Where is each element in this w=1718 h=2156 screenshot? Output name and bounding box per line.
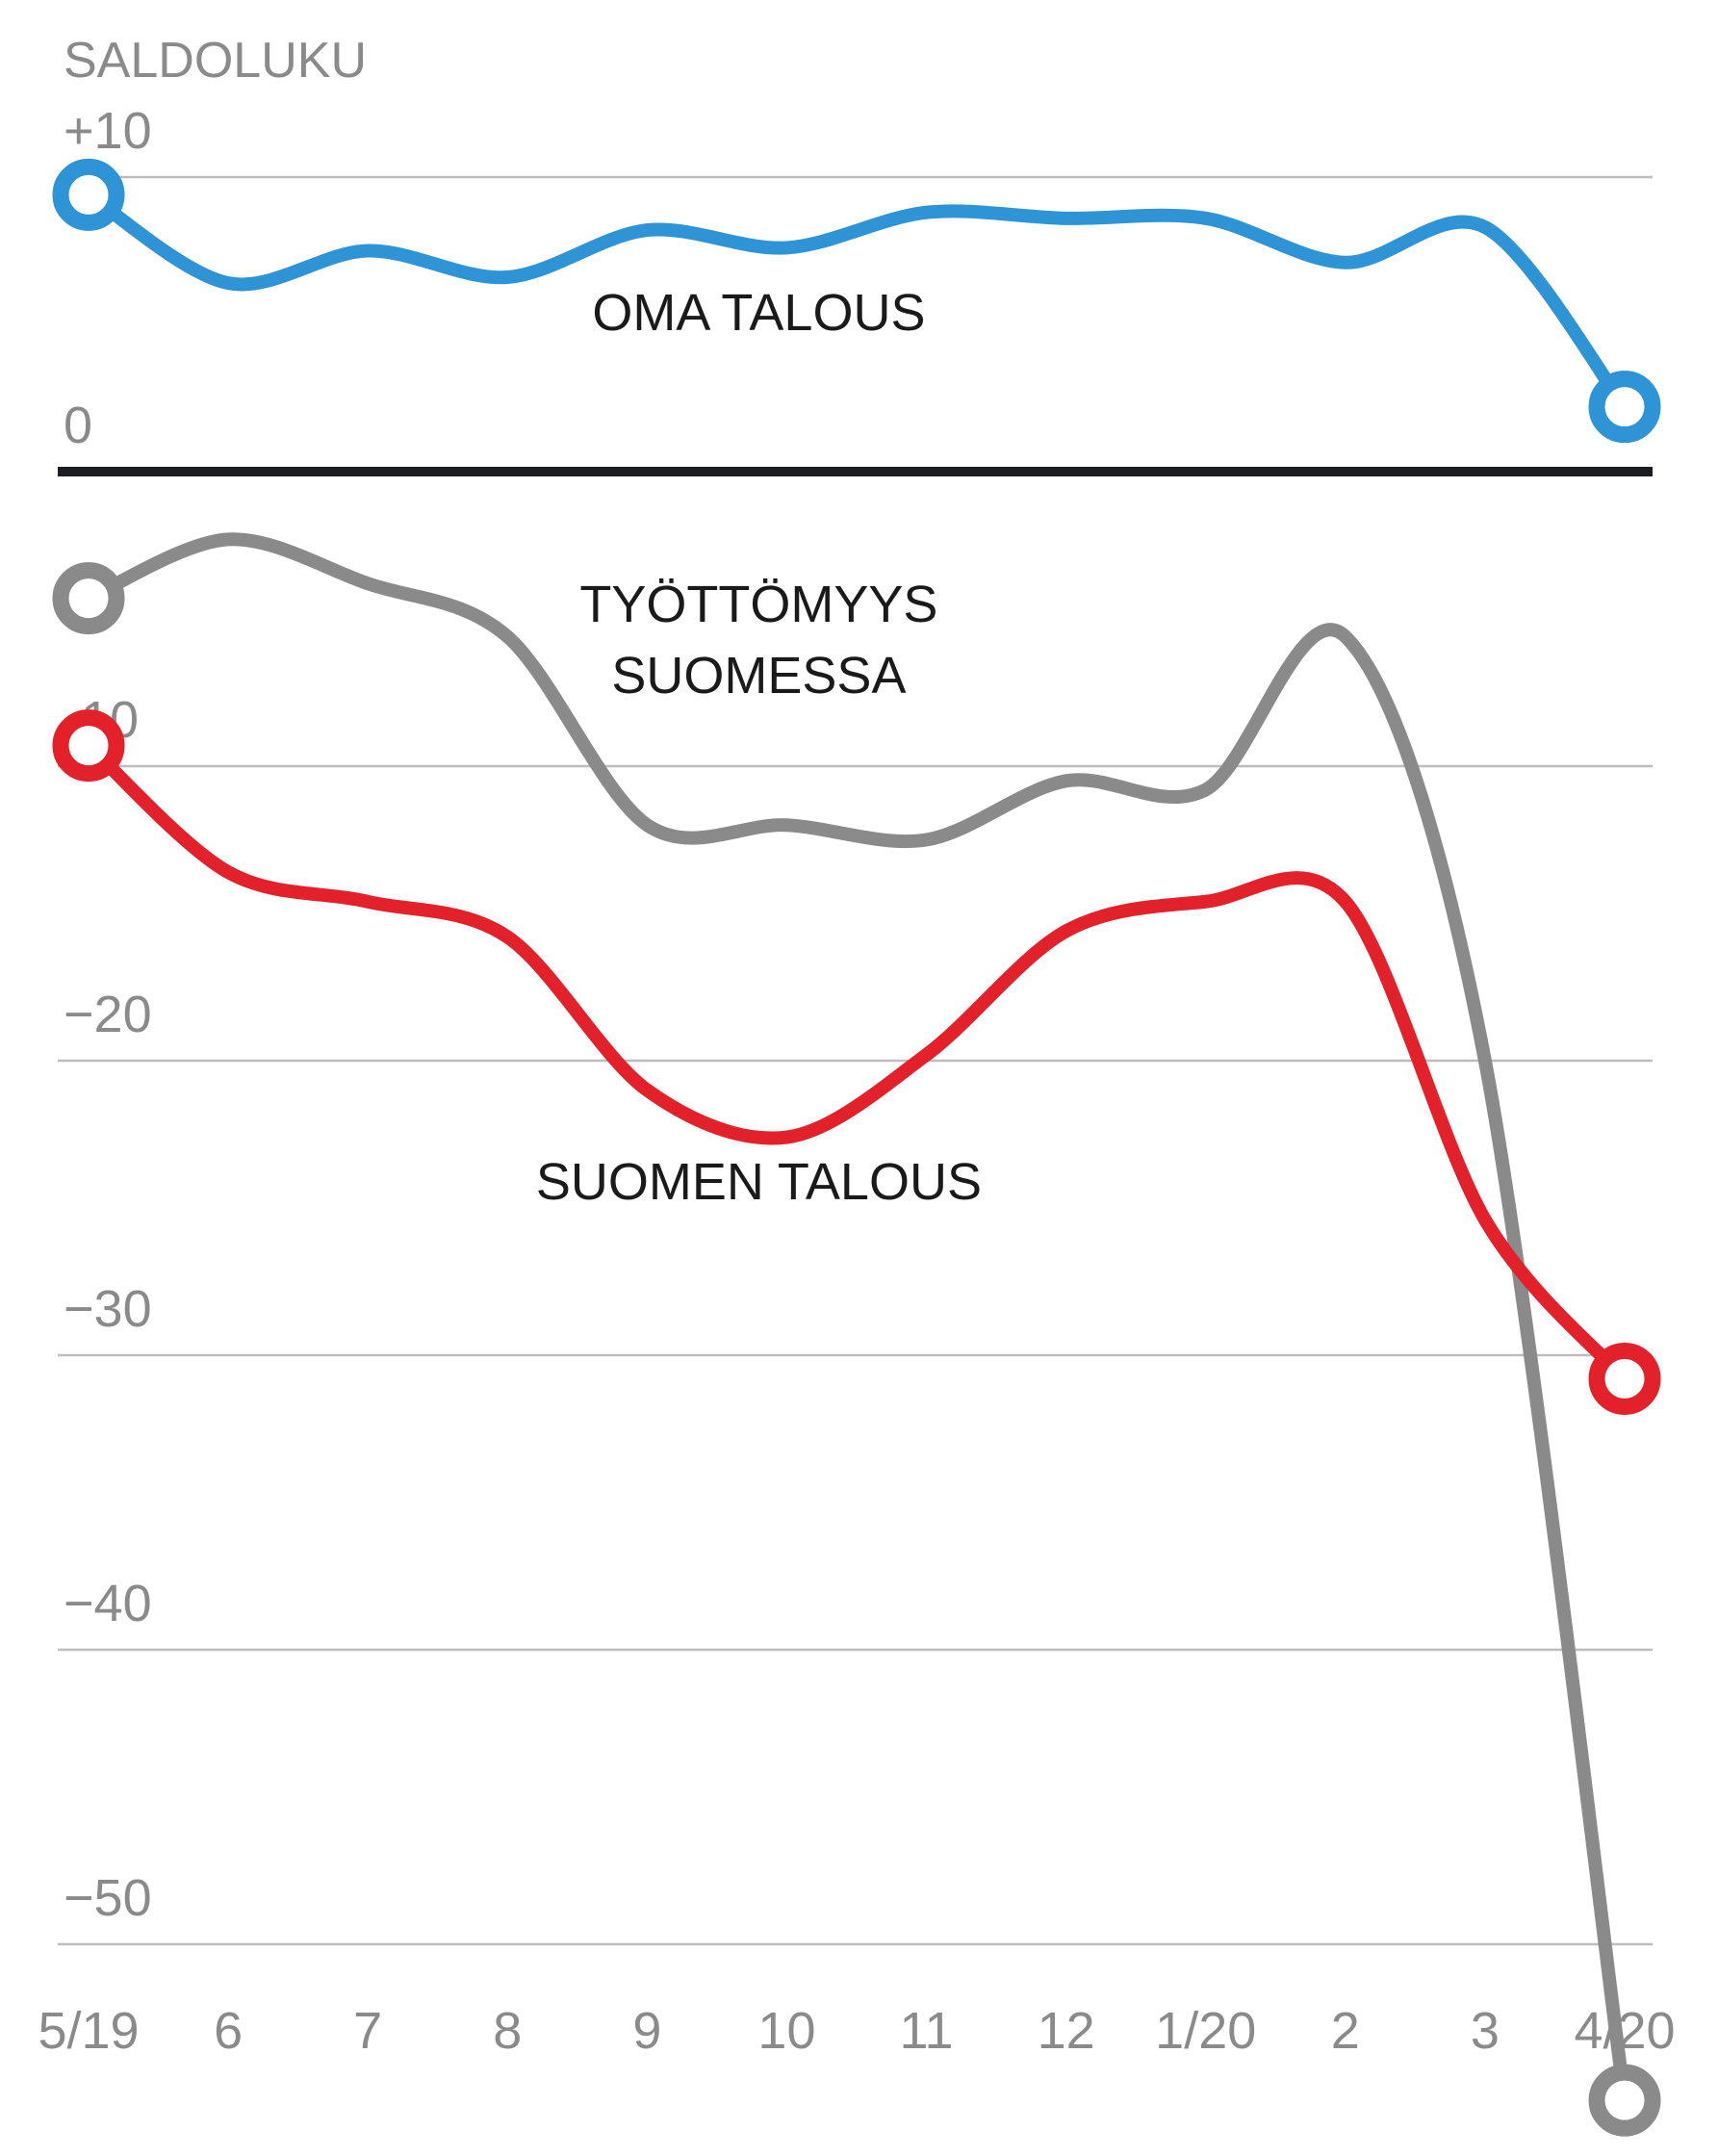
series-labels: OMA TALOUS TYÖTTÖMYYS SUOMESSA SUOMEN TALOU… (536, 284, 982, 1211)
y-axis-title: SALDOLUKU (64, 33, 367, 89)
series-line-tyottomyys-suomessa (82, 532, 1631, 2108)
x-tick-label: 8 (493, 2002, 522, 2060)
x-tick-label: 6 (214, 2002, 243, 2060)
y-tick-label: −30 (64, 1280, 152, 1338)
end-point-marker-suomen-talous (1588, 1342, 1661, 1415)
series-label-suomen-talous: SUOMEN TALOUS (536, 1153, 982, 1211)
x-tick-label: 2 (1331, 2002, 1360, 2060)
gridlines (58, 175, 1653, 1946)
y-tick-label: 0 (64, 397, 92, 454)
x-tick-label: 3 (1471, 2002, 1500, 2060)
series-line-oma-talous (82, 188, 1631, 414)
y-tick-label: −40 (64, 1575, 152, 1632)
y-tick-label: −20 (64, 986, 152, 1043)
start-point-marker-tyottomyys-suomessa (52, 562, 125, 635)
series-label-tyottomyys-suomessa: TYÖTTÖMYYS (579, 576, 937, 633)
end-point-marker-tyottomyys-suomessa (1588, 2064, 1661, 2137)
series-label-oma-talous: OMA TALOUS (592, 284, 925, 342)
x-tick-labels: 5/19 6 7 8 9 10 11 12 1/20 2 3 4/20 (38, 2002, 1675, 2060)
x-tick-label: 9 (632, 2002, 661, 2060)
start-point-marker-oma-talous (52, 158, 125, 231)
series-label-tyottomyys-suomessa: SUOMESSA (611, 647, 906, 705)
x-tick-label: 11 (900, 2002, 954, 2060)
x-tick-label: 5/19 (38, 2002, 139, 2060)
y-tick-label: +10 (64, 102, 152, 160)
series-line-suomen-talous (82, 738, 1631, 1386)
end-point-marker-oma-talous (1588, 371, 1661, 444)
x-tick-label: 1/20 (1155, 2002, 1256, 2060)
x-tick-label: 7 (353, 2002, 382, 2060)
start-point-marker-suomen-talous (52, 709, 125, 783)
y-tick-labels: +100-10−20−30−40−50 (64, 102, 152, 1927)
x-tick-label: 12 (1038, 2002, 1095, 2060)
y-tick-label: −50 (64, 1869, 152, 1927)
series-lines (52, 158, 1661, 2137)
x-tick-label: 10 (757, 2002, 815, 2060)
